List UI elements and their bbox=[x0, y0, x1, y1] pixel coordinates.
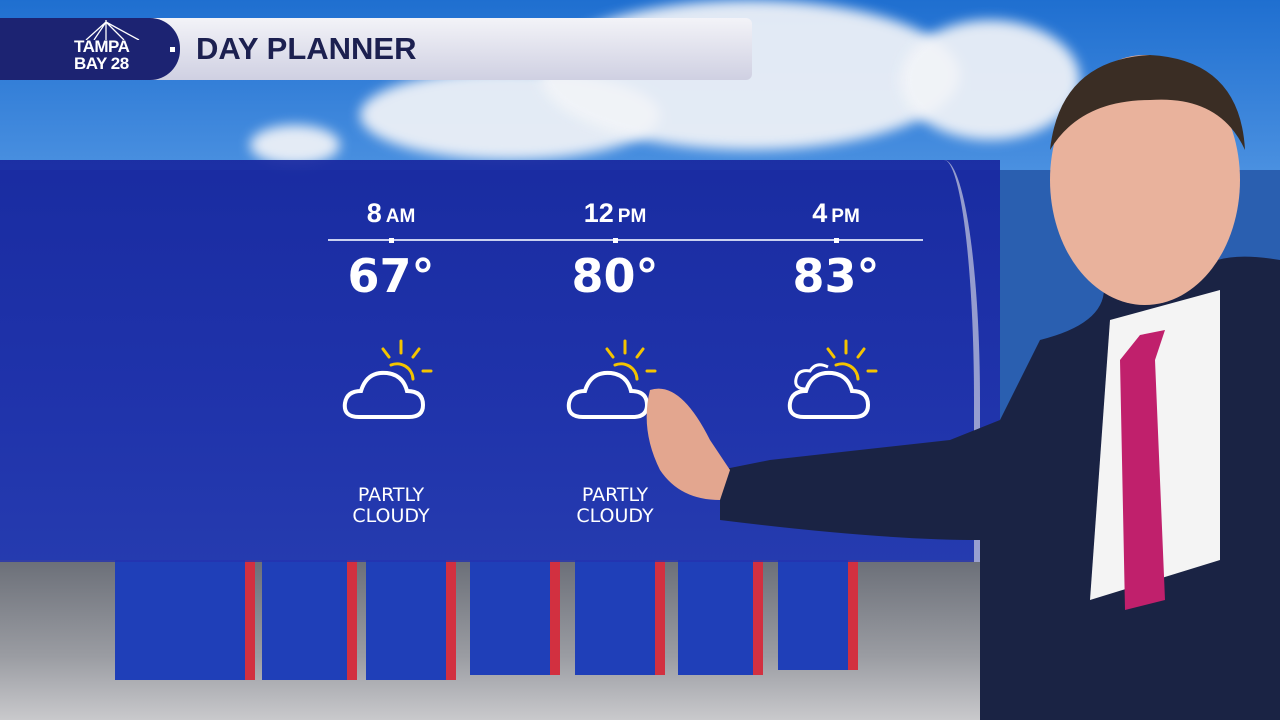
panel-edge bbox=[920, 160, 980, 562]
forecast-condition: PARTLY CLOUDY bbox=[352, 484, 430, 527]
cloud bbox=[250, 125, 340, 165]
partly-cloudy-icon bbox=[341, 339, 441, 429]
page-title: DAY PLANNER bbox=[196, 31, 417, 66]
sculpture-letter bbox=[366, 560, 456, 680]
timeline-tick bbox=[389, 238, 394, 243]
forecast-condition: PARTLY CLOUDY bbox=[576, 484, 654, 527]
forecast-time: 4 PM bbox=[812, 198, 860, 228]
sculpture-letter bbox=[115, 560, 255, 680]
forecast-temp: 80° bbox=[571, 249, 659, 303]
cloud bbox=[900, 20, 1080, 140]
bridge-icon bbox=[85, 20, 140, 40]
forecast-column: 8 AM 67° PARTLY CLOUDY bbox=[281, 195, 501, 527]
timeline-tick bbox=[613, 238, 618, 243]
sculpture-letter bbox=[778, 560, 858, 670]
sculpture-letter bbox=[262, 560, 357, 680]
presenter bbox=[646, 55, 1280, 720]
forecast-column: 12 PM 80° PARTLY CLOUDY bbox=[505, 195, 725, 527]
partly-cloudy-icon bbox=[786, 339, 886, 429]
forecast-column: 4 PM 83° bbox=[726, 195, 946, 429]
sculpture-letter bbox=[678, 560, 763, 675]
station-logo: TAMPA BAY 28 bbox=[0, 18, 180, 80]
forecast-time: 12 PM bbox=[583, 198, 647, 228]
forecast-temp: 83° bbox=[792, 249, 880, 303]
sculpture-letter bbox=[470, 560, 560, 675]
logo-text: TAMPA BAY 28 bbox=[74, 37, 130, 73]
sculpture-letter bbox=[575, 560, 665, 675]
timeline bbox=[328, 239, 923, 241]
forecast-time: 8 AM bbox=[366, 198, 416, 228]
forecast-temp: 67° bbox=[347, 249, 435, 303]
partly-cloudy-icon bbox=[565, 339, 665, 429]
timeline-tick bbox=[834, 238, 839, 243]
separator-dot bbox=[170, 47, 175, 52]
